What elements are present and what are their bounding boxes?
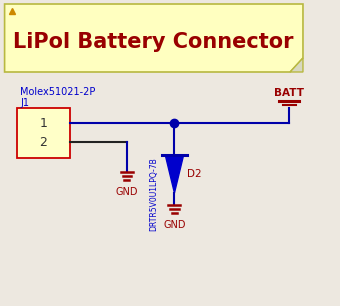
Polygon shape — [290, 58, 303, 72]
Text: DRTR5V0U1LPQ-7B: DRTR5V0U1LPQ-7B — [150, 157, 159, 231]
Text: D2: D2 — [187, 169, 202, 179]
Text: GND: GND — [163, 220, 186, 230]
Polygon shape — [165, 155, 184, 193]
Polygon shape — [5, 4, 303, 72]
Text: 2: 2 — [39, 136, 47, 148]
Text: LiPol Battery Connector: LiPol Battery Connector — [13, 32, 293, 52]
Text: Molex51021-2P: Molex51021-2P — [20, 87, 96, 97]
FancyBboxPatch shape — [17, 108, 70, 158]
Text: GND: GND — [116, 187, 138, 197]
Text: 1: 1 — [39, 117, 47, 129]
Text: J1: J1 — [20, 98, 29, 108]
Text: BATT: BATT — [274, 88, 304, 98]
